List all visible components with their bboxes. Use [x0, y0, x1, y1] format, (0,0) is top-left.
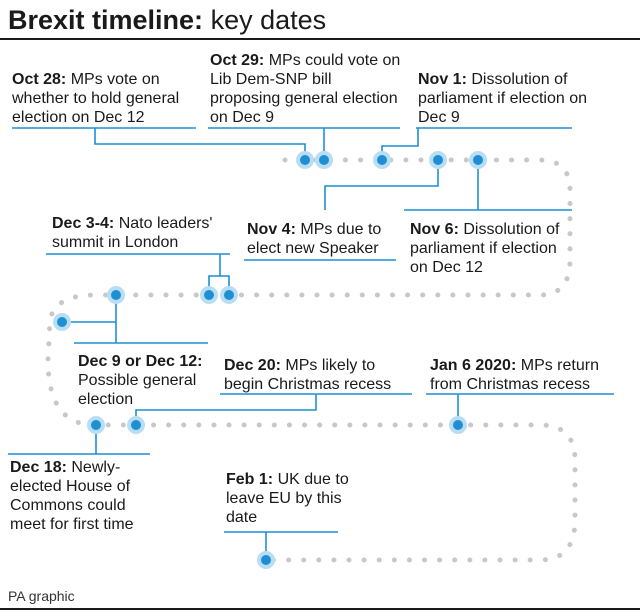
title-light: key dates [210, 5, 327, 35]
event-dot-oct28 [296, 151, 314, 169]
event-text: Dissolution of parliament if election on… [418, 71, 587, 126]
timeline-dotted-path [45, 157, 578, 563]
event-dots [53, 151, 487, 569]
event-label-jan6: Jan 6 2020: MPs return from Christmas re… [430, 356, 625, 394]
event-date: Dec 3-4: [52, 215, 115, 232]
event-label-nov4: Nov 4: MPs due to elect new Speaker [247, 220, 399, 258]
event-dot-dec9 [107, 286, 125, 304]
event-date: Nov 4: [247, 221, 296, 238]
event-dot-dec12 [53, 313, 71, 331]
event-text: Dissolution of parliament if election on… [410, 221, 560, 276]
event-date: Oct 28: [12, 71, 67, 88]
title-bold: Brexit timeline: [8, 5, 204, 35]
event-label-nov1: Nov 1: Dissolution of parliament if elec… [418, 70, 590, 127]
event-date: Nov 1: [418, 71, 467, 88]
event-label-feb1: Feb 1: UK due to leave EU by this date [226, 470, 351, 527]
event-text: Newly-elected House of Commons could mee… [10, 459, 134, 533]
top-rule [0, 38, 640, 40]
page-title: Brexit timeline: key dates [8, 4, 326, 36]
event-text: Possible general election [78, 372, 197, 408]
event-date: Oct 29: [210, 52, 265, 69]
event-date: Feb 1: [226, 471, 274, 488]
credit-text: PA graphic [8, 588, 75, 604]
event-label-dec912: Dec 9 or Dec 12: Possible general electi… [78, 352, 218, 409]
event-text: MPs due to elect new Speaker [247, 221, 382, 257]
event-label-dec20: Dec 20: MPs likely to begin Christmas re… [224, 356, 418, 394]
event-dot-dec20 [127, 416, 145, 434]
event-date: Jan 6 2020: [430, 357, 517, 374]
event-dot-dec3 [200, 286, 218, 304]
event-dot-nov1 [373, 151, 391, 169]
event-text: MPs likely to begin Christmas recess [224, 357, 392, 393]
event-text: Nato leaders' summit in London [52, 215, 213, 251]
bottom-rule [0, 608, 640, 610]
event-dot-jan6 [449, 416, 467, 434]
event-dot-feb1 [257, 551, 275, 569]
event-date: Dec 20: [224, 357, 281, 374]
event-label-oct29: Oct 29: MPs could vote on Lib Dem-SNP bi… [210, 51, 405, 127]
event-dot-nov4 [429, 151, 447, 169]
event-dot-oct29 [315, 151, 333, 169]
event-label-oct28: Oct 28: MPs vote on whether to hold gene… [12, 70, 198, 127]
event-label-dec18: Dec 18: Newly-elected House of Commons c… [10, 458, 160, 534]
event-label-nov6: Nov 6: Dissolution of parliament if elec… [410, 220, 570, 277]
event-date: Dec 9 or Dec 12: [78, 353, 203, 370]
event-text: MPs vote on whether to hold general elec… [12, 71, 180, 126]
event-label-dec34: Dec 3-4: Nato leaders' summit in London [52, 214, 234, 252]
event-text: UK due to leave EU by this date [226, 471, 349, 526]
event-dot-dec18 [87, 416, 105, 434]
event-dot-dec4 [220, 286, 238, 304]
event-dot-nov6 [469, 151, 487, 169]
event-text: MPs could vote on Lib Dem-SNP bill propo… [210, 52, 401, 126]
event-date: Nov 6: [410, 221, 459, 238]
event-text: MPs return from Christmas recess [430, 357, 599, 393]
event-date: Dec 18: [10, 459, 67, 476]
